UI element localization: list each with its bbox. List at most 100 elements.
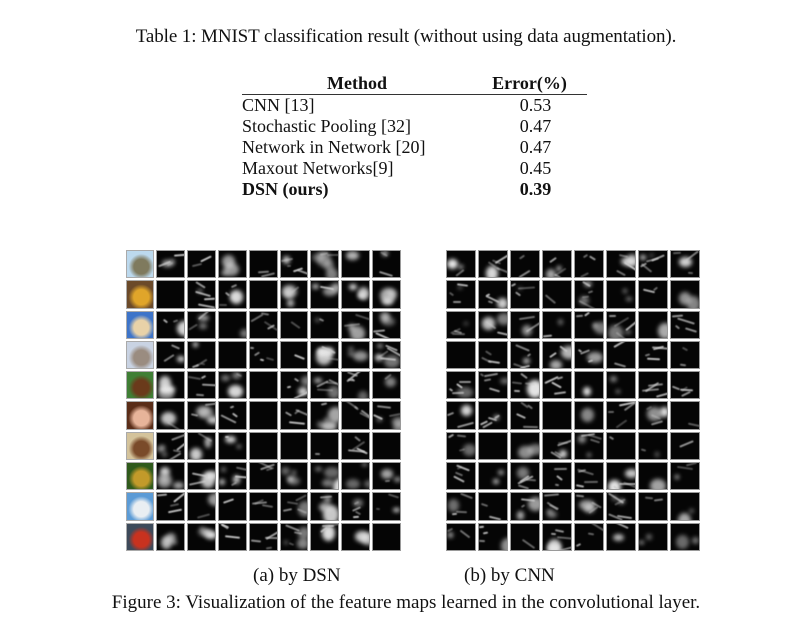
feature-map [638, 401, 668, 430]
feature-map [341, 250, 371, 279]
table-caption: Table 1: MNIST classification result (wi… [135, 26, 677, 47]
feature-map [372, 280, 401, 309]
feature-map [606, 462, 636, 491]
feature-map [341, 310, 371, 339]
input-image-thumbnail-ship [126, 492, 154, 521]
feature-map [446, 310, 476, 339]
feature-map [248, 340, 278, 370]
feature-map [186, 492, 216, 521]
method-cell: Network in Network [20] [242, 137, 426, 157]
feature-map [670, 250, 700, 279]
feature-map [248, 250, 278, 279]
feature-map [186, 431, 216, 461]
feature-map [372, 250, 401, 279]
feature-map [638, 462, 668, 491]
feature-map [574, 431, 604, 461]
table-row: CNN [13] 0.53 [242, 95, 587, 117]
feature-map [638, 250, 668, 279]
feature-map [606, 492, 636, 521]
feature-map [446, 250, 476, 279]
input-image-thumbnail-bird [126, 250, 154, 279]
feature-map [310, 401, 340, 430]
feature-map [217, 340, 247, 370]
table-row: Maxout Networks[9] 0.45 [242, 158, 587, 179]
feature-map [510, 371, 540, 400]
feature-map [156, 522, 185, 551]
feature-map [279, 371, 309, 400]
feature-map [372, 522, 401, 551]
feature-map [478, 401, 508, 430]
feature-map [156, 401, 185, 430]
feature-map [446, 492, 476, 521]
results-table: Method Error(%) CNN [13] 0.53 Stochastic… [242, 72, 587, 200]
error-cell: 0.47 [519, 116, 552, 136]
input-image-thumbnail-deer [126, 431, 154, 461]
feature-map [510, 522, 540, 551]
column-header-error: Error(%) [492, 72, 567, 93]
feature-map [478, 522, 508, 551]
subfigure-caption-b: (b) by CNN [464, 565, 555, 586]
feature-map [248, 462, 278, 491]
feature-map [156, 492, 185, 521]
feature-map [279, 431, 309, 461]
feature-map [217, 310, 247, 339]
feature-map [372, 462, 401, 491]
feature-map [574, 401, 604, 430]
feature-map [638, 340, 668, 370]
feature-map [446, 401, 476, 430]
feature-map [310, 522, 340, 551]
feature-map [341, 431, 371, 461]
feature-map [478, 371, 508, 400]
feature-map [478, 340, 508, 370]
feature-map [310, 280, 340, 309]
table-header-row: Method Error(%) [242, 72, 587, 95]
method-cell: DSN (ours) [242, 179, 329, 199]
feature-map [542, 522, 572, 551]
feature-map [606, 280, 636, 309]
feature-map [279, 462, 309, 491]
feature-map [574, 371, 604, 400]
feature-map [279, 280, 309, 309]
figure-caption: Figure 3: Visualization of the feature m… [111, 592, 701, 613]
feature-map [638, 280, 668, 309]
table-row: Stochastic Pooling [32] 0.47 [242, 116, 587, 137]
feature-map [638, 310, 668, 339]
feature-map [606, 522, 636, 551]
feature-map [446, 522, 476, 551]
feature-map [279, 522, 309, 551]
error-cell: 0.53 [519, 95, 552, 115]
feature-map [606, 340, 636, 370]
feature-map [574, 522, 604, 551]
feature-map [372, 310, 401, 339]
method-cell: CNN [13] [242, 95, 315, 115]
feature-map [478, 492, 508, 521]
feature-map [638, 431, 668, 461]
feature-map [156, 250, 185, 279]
feature-map [478, 250, 508, 279]
feature-map [279, 250, 309, 279]
feature-map [186, 280, 216, 309]
column-header-method: Method [327, 72, 387, 93]
feature-map [446, 431, 476, 461]
feature-map [574, 492, 604, 521]
feature-map [478, 431, 508, 461]
feature-map [574, 462, 604, 491]
feature-map [156, 310, 185, 339]
feature-map [217, 431, 247, 461]
feature-map [574, 310, 604, 339]
feature-map [638, 522, 668, 551]
feature-map [574, 280, 604, 309]
feature-map [279, 401, 309, 430]
feature-map [341, 401, 371, 430]
input-image-thumbnail-frog [126, 462, 154, 491]
feature-map [217, 250, 247, 279]
feature-map [248, 310, 278, 339]
feature-map [372, 340, 401, 370]
feature-map [446, 340, 476, 370]
feature-map [510, 401, 540, 430]
feature-map [310, 371, 340, 400]
feature-map [542, 371, 572, 400]
feature-map [542, 431, 572, 461]
feature-map [310, 340, 340, 370]
feature-map [670, 522, 700, 551]
